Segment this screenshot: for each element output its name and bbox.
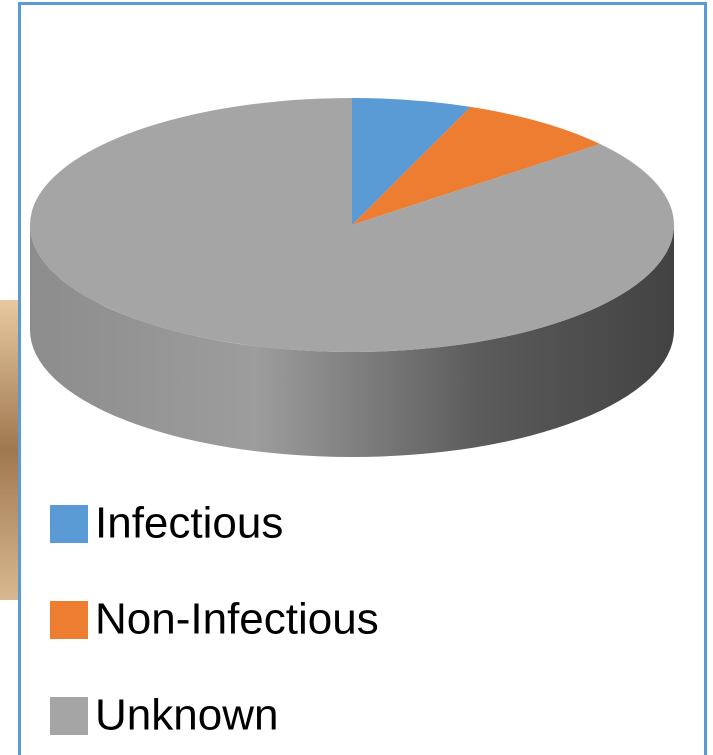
legend-swatch [50,697,88,735]
slice [30,98,675,352]
legend-swatch [50,601,88,639]
pie [30,98,675,457]
background-photo [0,300,18,600]
legend-label: Infectious [95,499,283,548]
legend: Infectious Non-Infectious Unknown [50,499,379,740]
slice-side-shade [30,225,674,457]
legend-label: Unknown [95,691,278,740]
slice [352,98,471,225]
slice [352,106,601,225]
legend-swatch [50,505,88,543]
legend-label: Non-Infectious [95,595,379,644]
